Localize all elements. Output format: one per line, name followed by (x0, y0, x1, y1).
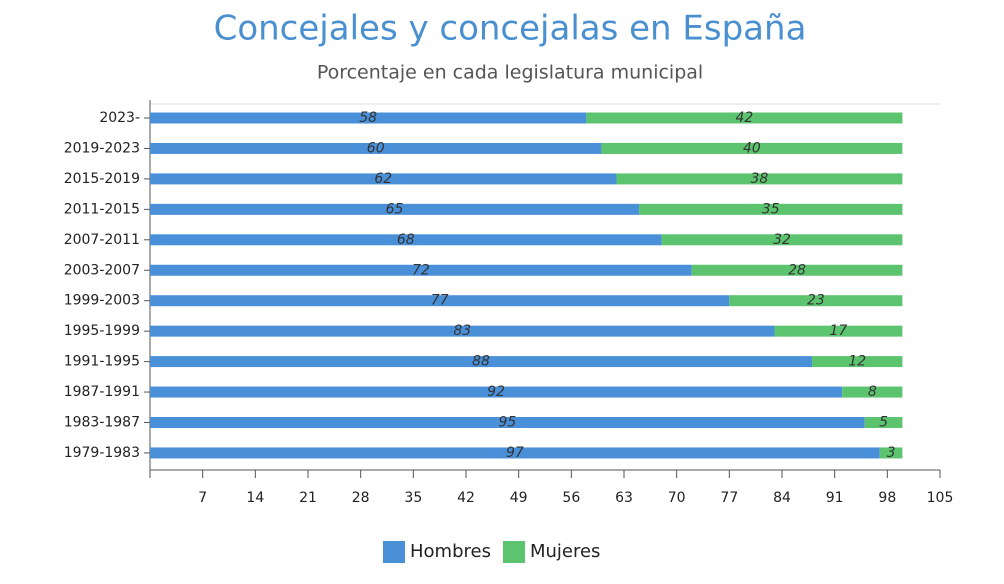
bar-segment (812, 356, 903, 368)
data-label: 12 (848, 354, 866, 370)
y-tick-label: 1995-1999 (64, 323, 140, 339)
bar-segment (150, 417, 865, 428)
legend-swatch (383, 541, 405, 563)
bar-segment (842, 386, 903, 398)
data-label: 92 (487, 384, 505, 400)
bar-segment (150, 203, 640, 215)
x-tick-label: 35 (404, 490, 422, 506)
bar-segment (150, 234, 662, 246)
chart-title: Concejales y concejalas en España (214, 9, 807, 49)
data-label: 8 (868, 384, 877, 400)
bar-segment (601, 142, 903, 154)
data-label: 68 (397, 232, 415, 248)
data-label: 40 (743, 140, 761, 156)
x-tick-label: 70 (668, 490, 686, 506)
data-label: 60 (367, 140, 385, 156)
y-tick-label: 2015-2019 (64, 171, 140, 187)
y-tick-label: 1991-1995 (64, 354, 140, 370)
data-label: 97 (506, 445, 524, 461)
bar-segment (150, 112, 587, 124)
data-label: 17 (830, 323, 848, 339)
data-label: 23 (807, 293, 825, 309)
bar-segment (150, 295, 730, 307)
data-label: 42 (735, 110, 753, 126)
y-tick-label: 2023- (99, 110, 140, 126)
y-tick-label: 2007-2011 (64, 232, 140, 248)
data-label: 32 (773, 232, 791, 248)
chart-subtitle: Porcentaje en cada legislatura municipal (317, 62, 703, 84)
bar-segment (774, 325, 903, 337)
x-tick-label: 14 (246, 490, 264, 506)
bar-segment (691, 264, 903, 276)
bar-segment (586, 112, 903, 124)
x-tick-label: 63 (615, 490, 633, 506)
data-label: 83 (453, 323, 471, 339)
y-tick-label: 2003-2007 (64, 262, 140, 278)
legend-label: Mujeres (530, 541, 600, 562)
bar-segment (661, 234, 903, 246)
bar-segment (150, 264, 692, 276)
data-label: 88 (472, 354, 490, 370)
legend-label: Hombres (410, 541, 491, 562)
bar-segment (639, 203, 903, 215)
x-tick-label: 28 (352, 490, 370, 506)
bar-segment (150, 356, 813, 368)
x-tick-label: 7 (198, 490, 207, 506)
x-tick-label: 77 (720, 490, 738, 506)
y-tick-label: 1987-1991 (64, 384, 140, 400)
bar-segment (150, 173, 617, 185)
y-tick-label: 1983-1987 (64, 415, 140, 431)
data-label: 58 (359, 110, 377, 126)
data-label: 3 (887, 445, 896, 461)
bar-segment (879, 447, 903, 459)
data-label: 38 (751, 171, 769, 187)
y-tick-label: 1999-2003 (64, 293, 140, 309)
x-tick-label: 105 (927, 490, 954, 506)
bar-segment (729, 295, 903, 307)
bar-segment (616, 173, 903, 185)
x-tick-label: 91 (826, 490, 844, 506)
x-tick-label: 49 (510, 490, 528, 506)
data-label: 77 (431, 293, 449, 309)
x-tick-label: 84 (773, 490, 791, 506)
x-tick-label: 42 (457, 490, 475, 506)
data-label: 65 (386, 201, 404, 217)
bar-segment (864, 417, 903, 428)
data-label: 28 (788, 262, 806, 278)
bar-segment (150, 142, 602, 154)
bar-segment (150, 386, 843, 398)
legend-swatch (502, 541, 525, 563)
x-tick-label: 21 (299, 490, 317, 506)
y-tick-label: 2011-2015 (64, 201, 140, 217)
y-tick-label: 2019-2023 (64, 140, 140, 156)
data-label: 72 (412, 262, 430, 278)
data-label: 62 (374, 171, 392, 187)
x-tick-label: 98 (878, 490, 896, 506)
y-tick-label: 1979-1983 (64, 445, 140, 461)
data-label: 35 (762, 201, 780, 217)
data-label: 5 (879, 415, 888, 431)
data-label: 95 (498, 415, 516, 431)
bar-segment (150, 325, 775, 337)
x-tick-label: 56 (562, 490, 580, 506)
bar-segment (150, 447, 880, 459)
